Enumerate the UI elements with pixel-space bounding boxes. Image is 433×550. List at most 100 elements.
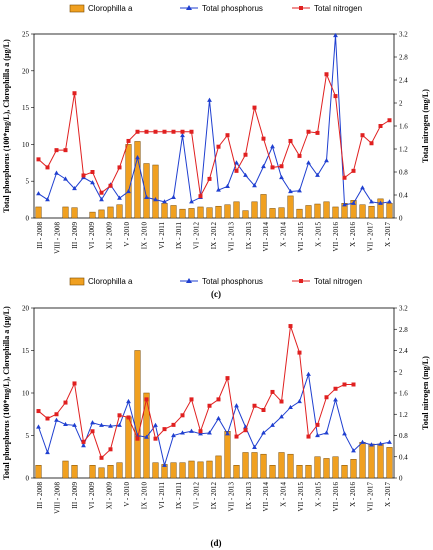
chart2-bar-chlorophyll — [314, 456, 321, 479]
chart2-bar-chlorophyll — [341, 465, 348, 479]
chart2-right-tick-label: 2.8 — [399, 326, 408, 334]
chart1-point-phosphorus — [216, 187, 221, 192]
chart1-point-nitrogen — [99, 190, 104, 195]
chart1-point-phosphorus — [225, 183, 230, 188]
chart2-bar-chlorophyll — [296, 465, 303, 479]
chart1-point-nitrogen — [297, 153, 302, 158]
chart1-point-phosphorus — [90, 180, 95, 185]
chart1-bar-chlorophyll — [242, 210, 249, 219]
chart2-bar-chlorophyll — [233, 465, 240, 479]
chart1-point-phosphorus — [189, 199, 194, 204]
chart1-bar-chlorophyll — [89, 211, 96, 219]
chart1-right-tick-label: 0.4 — [399, 192, 408, 200]
chart2-bar-chlorophyll — [287, 453, 294, 479]
chart2-point-nitrogen — [288, 324, 293, 329]
chart1-right-tick-label: 1.2 — [399, 146, 408, 154]
chart1-bar-chlorophyll — [269, 208, 276, 219]
chart1-point-phosphorus — [351, 200, 356, 205]
chart1-point-phosphorus — [297, 188, 302, 193]
chart2-point-phosphorus — [126, 398, 131, 404]
chart1-point-nitrogen — [54, 148, 59, 153]
chart1-point-phosphorus — [369, 199, 374, 204]
chart2-legend-label-nitrogen: Total nitrogen — [314, 277, 362, 286]
chart2-bar-chlorophyll — [215, 455, 222, 479]
chart1-point-phosphorus — [180, 132, 185, 138]
chart2-x-tick-label: VII - 2017 — [367, 482, 375, 512]
chart2-point-phosphorus — [342, 431, 347, 436]
chart2-bar-chlorophyll — [179, 462, 186, 479]
chart2-left-tick-label: 10 — [22, 390, 30, 398]
chart1-legend-label-chlorophyll: Clorophilla a — [88, 4, 133, 13]
chart2-point-phosphorus — [153, 422, 158, 427]
chart1-point-nitrogen — [144, 129, 149, 134]
chart2-x-tick-label: X - 2015 — [314, 482, 322, 507]
chart2-bar-chlorophyll — [278, 452, 285, 479]
chart1-x-tick-label: VI - 2012 — [193, 222, 201, 250]
chart1-point-nitrogen — [180, 129, 185, 134]
chart2-point-phosphorus — [369, 442, 374, 447]
chart1-bar-chlorophyll — [350, 200, 357, 219]
chart2-point-phosphorus — [207, 430, 212, 435]
chart1-point-phosphorus — [261, 163, 266, 169]
chart2-left-axis-title: Total phosphorus (100*mg/L), Clorophilla… — [2, 306, 11, 480]
chart2-point-phosphorus — [279, 414, 284, 419]
chart1-x-tick-label: VII - 2014 — [262, 222, 270, 252]
chart2-point-nitrogen — [36, 409, 41, 414]
chart1-point-nitrogen — [225, 133, 230, 138]
chart1-bar-chlorophyll — [305, 205, 312, 219]
chart1-bar-chlorophyll — [386, 203, 393, 219]
chart2-x-tick-label: VIII - 2008 — [53, 482, 61, 514]
chart2-point-phosphorus — [270, 422, 275, 427]
chart2-point-phosphorus — [171, 432, 176, 438]
chart2-point-nitrogen — [315, 422, 320, 427]
chart2-right-axis-title: Total nitrogen (mg/L) — [421, 356, 430, 430]
chart2-point-phosphorus — [387, 439, 392, 444]
chart2-point-phosphorus — [45, 449, 50, 455]
chart2-bar-chlorophyll — [71, 465, 78, 479]
chart1-right-tick-label: 3.2 — [399, 31, 408, 39]
chart2-left-tick-label: 15 — [22, 347, 30, 355]
chart1-point-phosphorus — [117, 195, 122, 200]
chart1-point-nitrogen — [216, 144, 221, 149]
chart1-point-nitrogen — [270, 165, 275, 170]
chart2-x-tick-label: IX - 2013 — [245, 482, 253, 510]
chart2-x-tick-label: X - 2014 — [280, 482, 288, 507]
chart2-point-phosphorus — [288, 404, 293, 410]
chart1-point-nitrogen — [171, 129, 176, 134]
chart1-left-tick-label: 0 — [26, 215, 30, 223]
chart1-point-nitrogen — [72, 91, 77, 96]
chart2-bar-chlorophyll — [305, 465, 312, 479]
chart1-x-tick-label: X - 2015 — [314, 222, 322, 247]
chart1-bar-chlorophyll — [332, 206, 339, 219]
chart1-point-nitrogen — [90, 170, 95, 174]
chart2-x-tick-label: VII - 2016 — [332, 482, 340, 512]
chart2-point-phosphorus — [144, 434, 149, 439]
chart1-bar-chlorophyll — [134, 141, 141, 219]
chart1-point-phosphorus — [378, 200, 383, 205]
chart2-bar-chlorophyll — [269, 465, 276, 479]
chart1-point-phosphorus — [63, 176, 68, 181]
chart2-point-phosphorus — [189, 428, 194, 433]
chart1-right-tick-label: 2.4 — [399, 77, 408, 85]
chart1-point-nitrogen — [351, 168, 356, 173]
chart1-point-phosphorus — [126, 188, 131, 194]
chart2-point-phosphorus — [333, 397, 338, 402]
chart2-point-phosphorus — [315, 432, 320, 438]
chart1-point-nitrogen — [243, 152, 248, 157]
chart2-bar-chlorophyll — [368, 443, 375, 479]
chart2-panel-label: (d) — [211, 538, 222, 548]
chart1-bar-chlorophyll — [161, 203, 168, 219]
chart2-point-phosphorus — [324, 430, 329, 435]
chart1-point-nitrogen — [288, 138, 293, 143]
chart2-bar-chlorophyll — [260, 453, 267, 479]
chart2-x-tick-label: VI - 2011 — [158, 482, 166, 509]
chart2-left-tick-label: 0 — [26, 475, 30, 483]
chart1-x-tick-label: XI - 2009 — [106, 222, 114, 250]
chart1-point-nitrogen — [333, 94, 338, 99]
chart2-plot-frame — [33, 307, 395, 479]
chart2-point-phosphorus — [198, 431, 203, 436]
chart1-point-nitrogen — [207, 176, 212, 181]
chart1-point-phosphorus — [54, 170, 59, 175]
chart2-point-phosphorus — [234, 403, 239, 408]
chart1-x-tick-label: VII - 2016 — [332, 222, 340, 252]
